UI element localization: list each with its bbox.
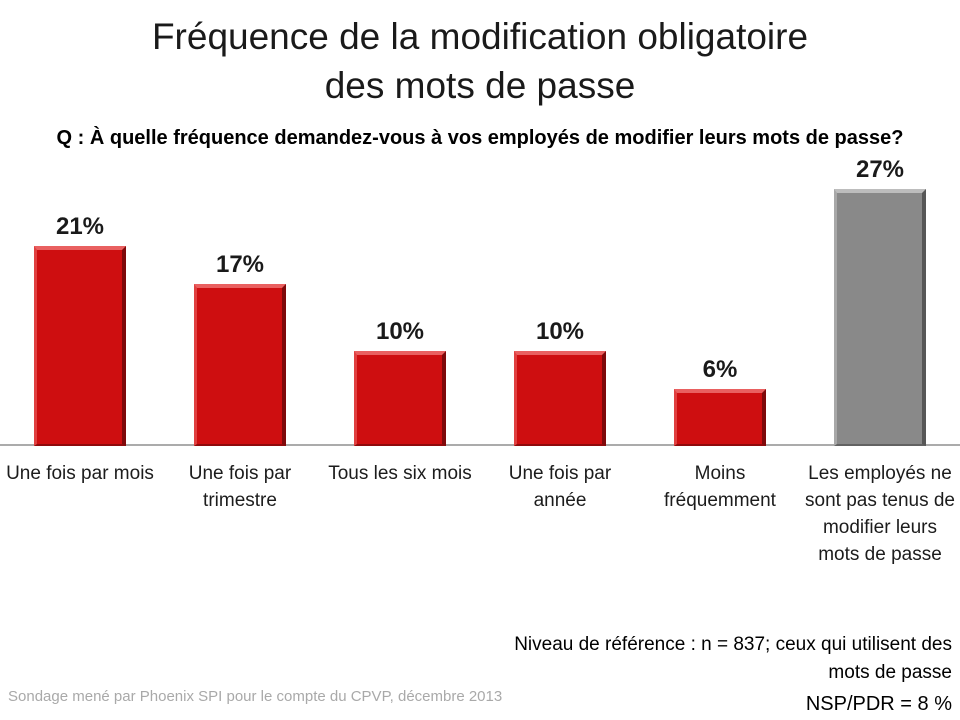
category-label: Moins fréquemment — [664, 463, 776, 511]
reference-note-text: Niveau de référence : n = 837; ceux qui … — [514, 634, 952, 683]
x-axis-line — [0, 444, 960, 446]
bar — [194, 284, 286, 446]
bar — [34, 246, 126, 446]
bar — [674, 389, 766, 446]
bar-value-label: 17% — [215, 251, 265, 278]
chart-title: Fréquence de la modification obligatoire… — [0, 12, 960, 110]
category-label: Les employés ne sont pas tenus de modifi… — [805, 463, 955, 565]
bar-value-label: 10% — [375, 318, 425, 345]
bar-value-label: 27% — [855, 156, 905, 183]
chart-title-line2: des mots de passe — [324, 65, 636, 106]
survey-question: Q : À quelle fréquence demandez-vous à v… — [56, 127, 904, 149]
bar — [834, 189, 926, 446]
reference-note: Niveau de référence : n = 837; ceux qui … — [472, 631, 952, 718]
bar-value-label: 6% — [702, 356, 738, 383]
category-label: Une fois par mois — [6, 463, 154, 484]
category-axis-labels: Une fois par mois Une fois par trimestre T… — [0, 460, 960, 635]
bar — [514, 351, 606, 446]
bar-value-label: 21% — [55, 213, 105, 240]
bar-value-label: 10% — [535, 318, 585, 345]
chart-title-line1: Fréquence de la modification obligatoire — [151, 16, 809, 57]
bar — [354, 351, 446, 446]
category-label: Tous les six mois — [328, 463, 472, 484]
category-label: Une fois par année — [508, 463, 612, 511]
nsp-pdr-note: NSP/PDR = 8 % — [805, 693, 952, 715]
source-note: Sondage mené par Phoenix SPI pour le com… — [8, 688, 503, 705]
category-label: Une fois par trimestre — [188, 463, 292, 511]
bar-chart-plot-area: 21% 17% 10% 10% 6% 27% — [0, 156, 960, 446]
